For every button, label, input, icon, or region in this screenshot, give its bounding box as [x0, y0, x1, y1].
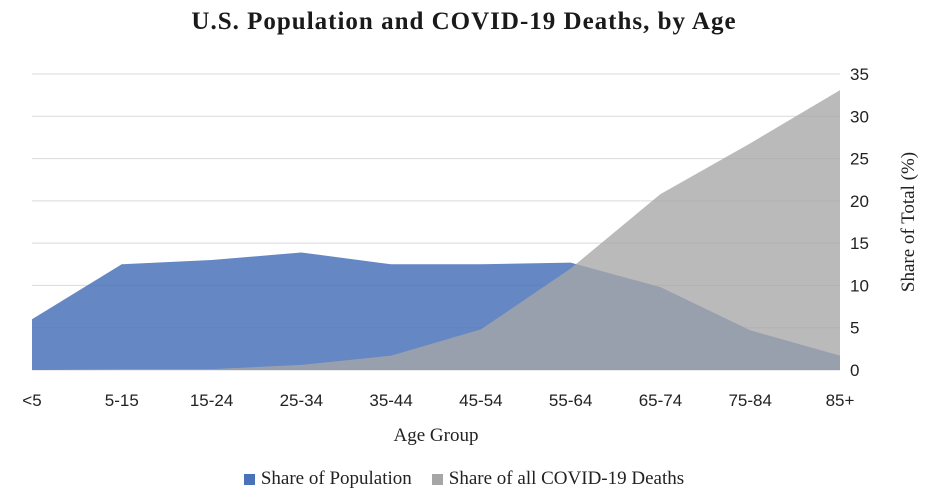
- legend: Share of Population Share of all COVID-1…: [0, 468, 928, 490]
- x-tick-label: 75-84: [728, 391, 771, 410]
- legend-swatch-population: [243, 473, 255, 485]
- y-tick-label: 30: [850, 107, 869, 126]
- legend-swatch-covid-deaths: [431, 473, 443, 485]
- y-tick-label: 10: [850, 276, 869, 295]
- x-tick-label: 15-24: [190, 391, 233, 410]
- x-tick-label: 65-74: [639, 391, 682, 410]
- legend-label-population: Share of Population: [260, 468, 412, 489]
- y-axis-ticks: 0 5 10 15 20 25 30 35: [850, 65, 869, 380]
- y-tick-label: 35: [850, 65, 869, 84]
- y-tick-label: 0: [850, 361, 859, 380]
- y-axis-label: Share of Total (%): [898, 152, 919, 292]
- x-tick-label: 35-44: [369, 391, 412, 410]
- x-tick-label: <5: [22, 391, 41, 410]
- x-tick-label: 45-54: [459, 391, 502, 410]
- x-tick-label: 5-15: [105, 391, 139, 410]
- legend-label-covid-deaths: Share of all COVID-19 Deaths: [448, 468, 685, 489]
- series-areas: [31, 89, 841, 371]
- x-tick-label: 25-34: [280, 391, 323, 410]
- y-tick-label: 20: [850, 192, 869, 211]
- y-tick-label: 5: [850, 319, 859, 338]
- chart-title: U.S. Population and COVID-19 Deaths, by …: [191, 8, 737, 35]
- series-area-covid-deaths: [32, 90, 840, 370]
- legend-item-population: Share of Population: [243, 468, 412, 490]
- legend-item-covid-deaths: Share of all COVID-19 Deaths: [431, 468, 685, 490]
- x-axis-ticks: <5 5-15 15-24 25-34 35-44 45-54 55-64 65-74 75-8…: [22, 391, 854, 410]
- y-tick-label: 15: [850, 234, 869, 253]
- y-tick-label: 25: [850, 150, 869, 169]
- x-tick-label: 55-64: [549, 391, 592, 410]
- x-tick-label: 85+: [826, 391, 855, 410]
- x-axis-label: Age Group: [394, 425, 479, 446]
